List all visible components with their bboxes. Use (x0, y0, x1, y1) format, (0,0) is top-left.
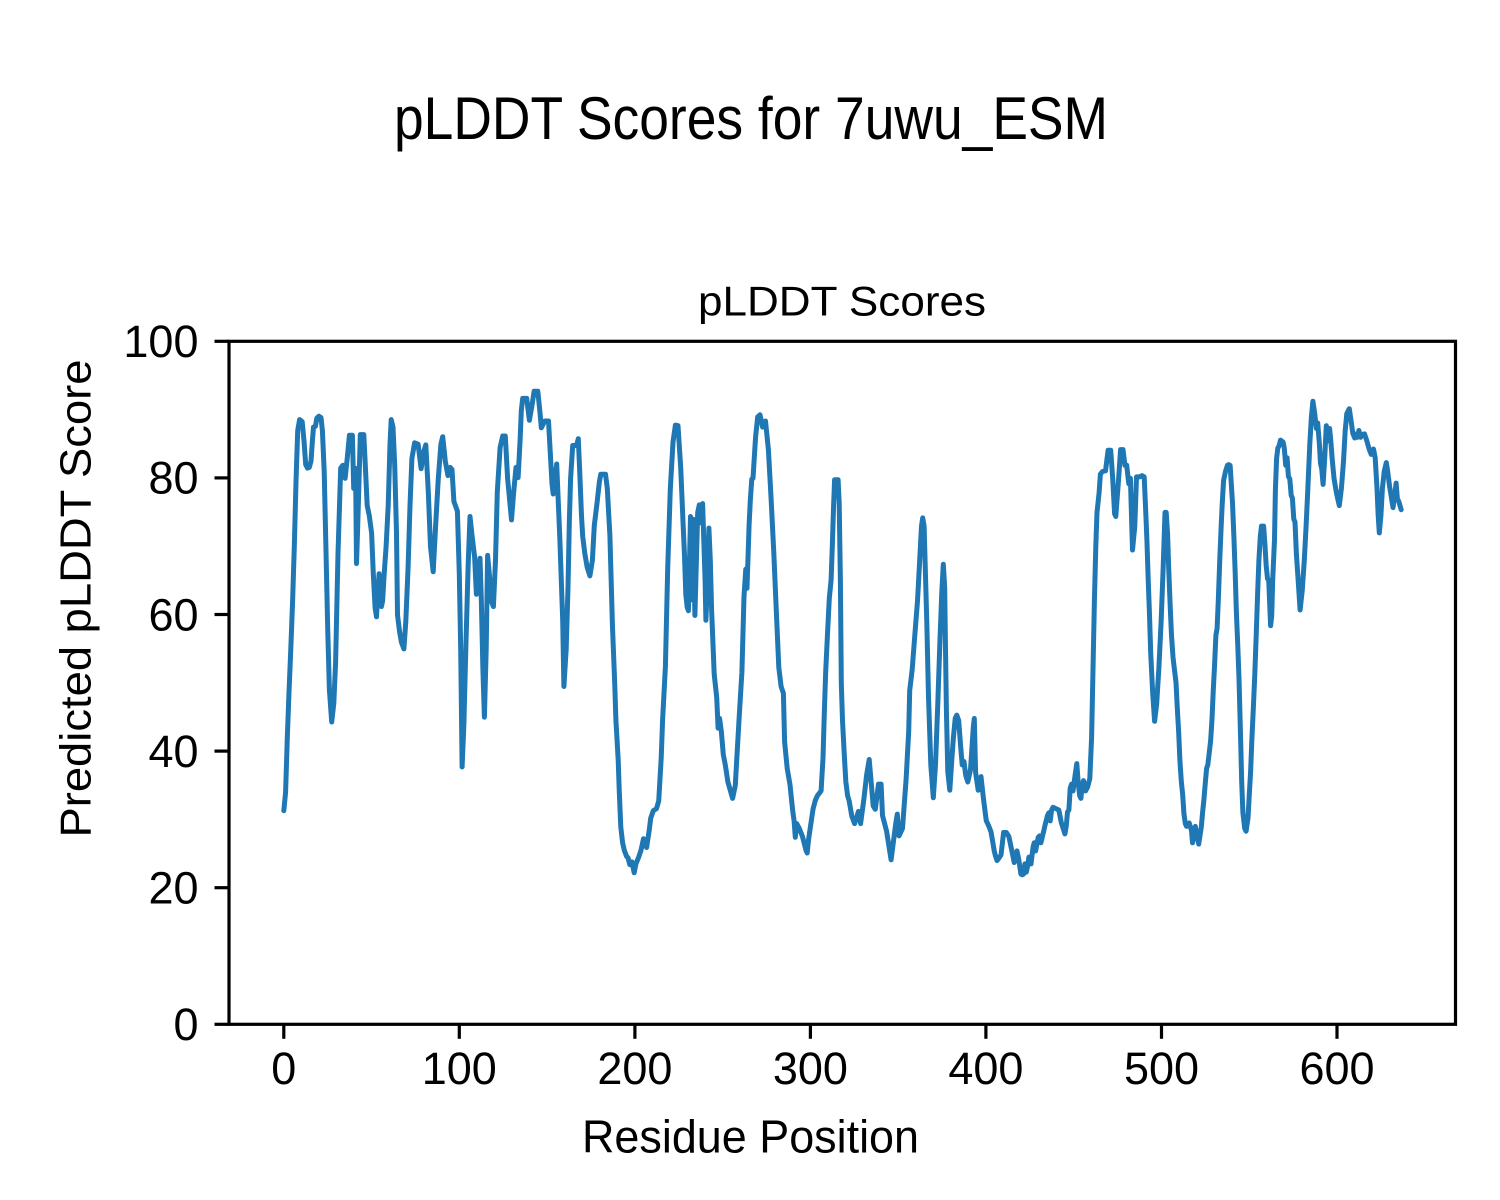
svg-text:100: 100 (422, 1043, 497, 1094)
svg-text:Predicted pLDDT Score: Predicted pLDDT Score (52, 360, 101, 838)
svg-text:pLDDT Scores for 7uwu_ESM: pLDDT Scores for 7uwu_ESM (394, 84, 1108, 152)
svg-text:100: 100 (123, 316, 198, 367)
svg-text:400: 400 (948, 1043, 1023, 1094)
svg-text:60: 60 (148, 589, 198, 640)
svg-text:40: 40 (148, 726, 198, 777)
svg-text:500: 500 (1124, 1043, 1199, 1094)
svg-text:pLDDT Scores: pLDDT Scores (698, 278, 986, 325)
svg-text:300: 300 (773, 1043, 848, 1094)
svg-text:Residue Position: Residue Position (582, 1111, 919, 1163)
svg-text:200: 200 (597, 1043, 672, 1094)
svg-text:600: 600 (1299, 1043, 1374, 1094)
svg-text:0: 0 (271, 1043, 296, 1094)
svg-text:0: 0 (173, 999, 198, 1050)
svg-text:80: 80 (148, 453, 198, 504)
svg-text:20: 20 (148, 863, 198, 914)
